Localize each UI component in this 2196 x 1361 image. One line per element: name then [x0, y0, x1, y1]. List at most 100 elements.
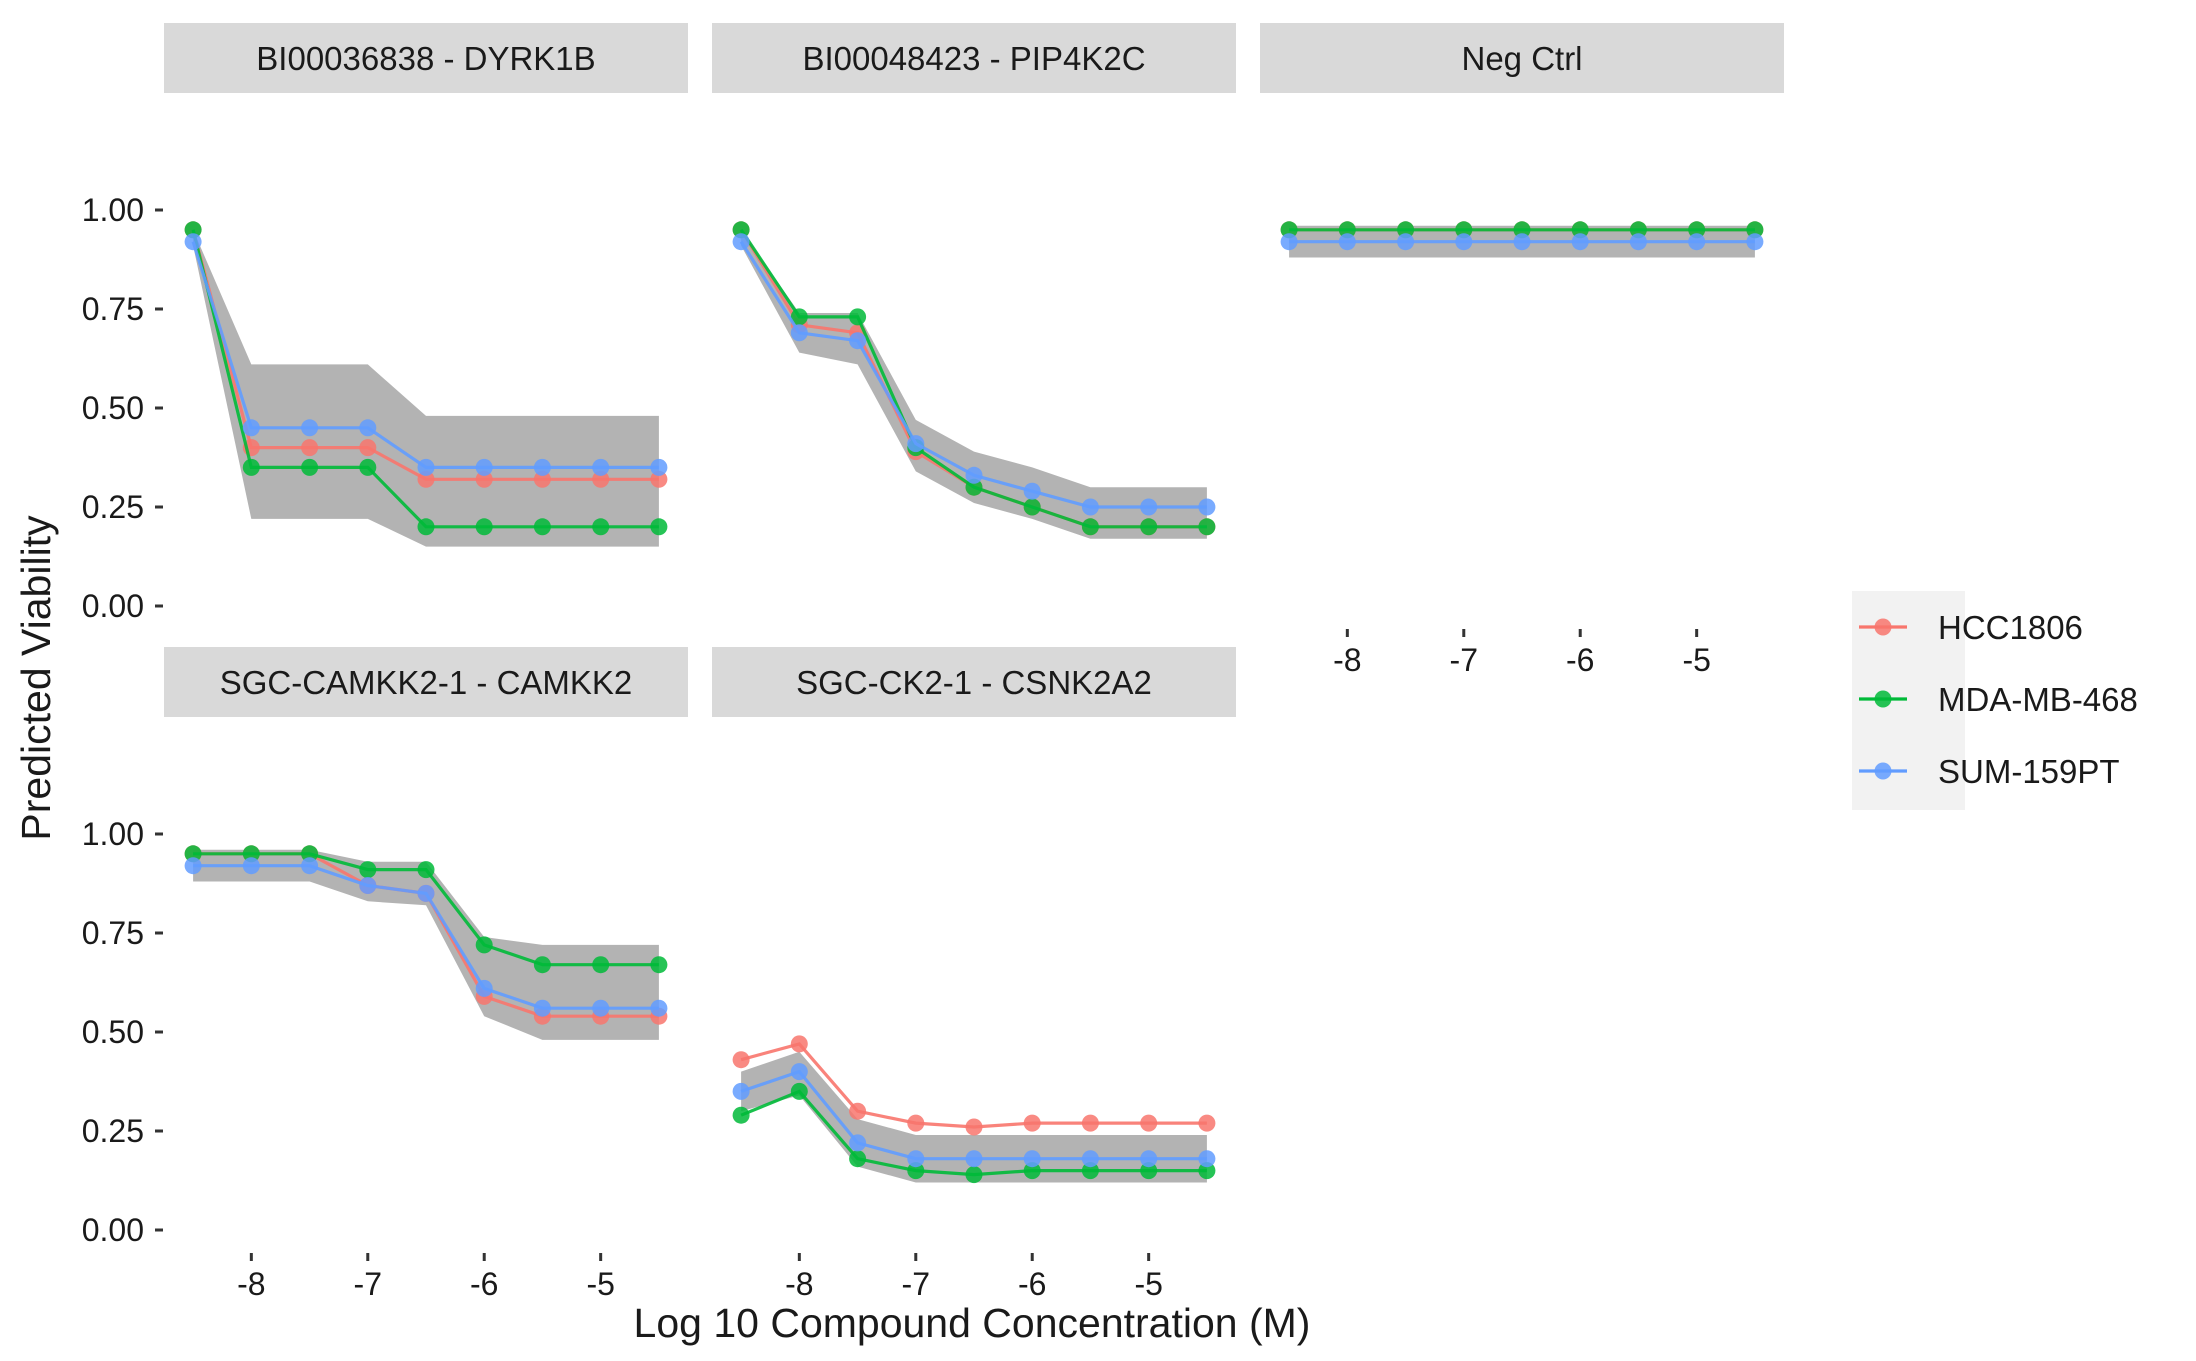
data-point-mda-mb-468	[790, 1082, 808, 1100]
data-point-sum-159pt	[242, 857, 260, 875]
x-tick-label: -6	[1566, 642, 1594, 678]
data-point-mda-mb-468	[592, 956, 610, 974]
data-point-hcc1806	[1023, 1114, 1041, 1132]
data-point-mda-mb-468	[475, 936, 493, 954]
data-point-mda-mb-468	[1081, 1162, 1099, 1180]
data-point-hcc1806	[732, 1051, 750, 1069]
data-point-hcc1806	[849, 1102, 867, 1120]
facet-panel: BI00036838 - DYRK1B	[164, 23, 688, 547]
facet-title: BI00036838 - DYRK1B	[256, 40, 595, 77]
confidence-ribbon	[193, 849, 659, 1040]
data-point-hcc1806	[533, 470, 551, 488]
facet-panel: SGC-CAMKK2-1 - CAMKK2	[164, 647, 688, 1040]
data-point-sum-159pt	[359, 877, 377, 894]
x-tick-label: -5	[586, 1266, 614, 1302]
x-tick-label: -7	[1450, 642, 1478, 678]
y-tick-label: 0.75	[82, 915, 144, 951]
data-point-sum-159pt	[1198, 498, 1216, 516]
data-point-hcc1806	[475, 470, 493, 488]
data-point-sum-159pt	[1688, 233, 1706, 251]
y-tick-label: 0.50	[82, 1014, 144, 1050]
data-point-mda-mb-468	[301, 845, 319, 863]
facet-title: SGC-CAMKK2-1 - CAMKK2	[220, 664, 633, 701]
data-point-hcc1806	[1140, 1114, 1158, 1132]
data-point-sum-159pt	[1081, 498, 1099, 516]
data-point-hcc1806	[359, 439, 377, 457]
legend: HCC1806 MDA-MB-468 SUM-159PT	[1852, 591, 2138, 810]
data-point-mda-mb-468	[650, 956, 668, 974]
data-point-mda-mb-468	[1198, 1162, 1216, 1180]
data-point-mda-mb-468	[242, 458, 260, 476]
data-point-mda-mb-468	[475, 518, 493, 536]
data-point-sum-159pt	[965, 466, 983, 484]
facet-panel: SGC-CK2-1 - CSNK2A2	[712, 647, 1236, 1184]
data-point-mda-mb-468	[1338, 221, 1356, 239]
data-point-sum-159pt	[1338, 233, 1356, 251]
data-point-mda-mb-468	[184, 845, 202, 863]
data-point-mda-mb-468	[650, 518, 668, 536]
data-point-sum-159pt	[533, 458, 551, 476]
y-tick-label: 0.75	[82, 291, 144, 327]
data-point-hcc1806	[907, 1114, 925, 1132]
facet-title: SGC-CK2-1 - CSNK2A2	[796, 664, 1152, 701]
axes-layer: 0.00 0.25 0.50 0.75 1.00 0.00 0.25 0.50 0.75 1.00…	[82, 192, 1711, 1302]
y-tick-label: 0.00	[82, 1212, 144, 1248]
data-point-mda-mb-468	[1455, 221, 1473, 239]
data-point-sum-159pt	[1198, 1150, 1216, 1168]
data-point-sum-159pt	[965, 1150, 983, 1168]
x-tick-label: -5	[1134, 1266, 1162, 1302]
x-tick-label: -5	[1682, 642, 1710, 678]
data-point-sum-159pt	[1140, 1150, 1158, 1168]
legend-entries: HCC1806 MDA-MB-468 SUM-159PT	[1859, 609, 2138, 790]
data-point-sum-159pt	[184, 233, 202, 251]
data-point-mda-mb-468	[849, 308, 867, 326]
data-point-hcc1806	[1198, 1114, 1216, 1132]
data-point-sum-159pt	[732, 233, 750, 251]
data-point-hcc1806	[790, 1035, 808, 1053]
y-tick-label: 0.00	[82, 588, 144, 624]
legend-label: MDA-MB-468	[1938, 681, 2138, 718]
data-point-sum-159pt	[1571, 233, 1589, 251]
data-point-hcc1806	[301, 439, 319, 457]
data-point-hcc1806	[650, 470, 668, 488]
data-point-mda-mb-468	[1023, 498, 1041, 516]
data-point-mda-mb-468	[907, 1162, 925, 1180]
facet-title: Neg Ctrl	[1461, 40, 1582, 77]
data-point-mda-mb-468	[184, 221, 202, 239]
data-point-mda-mb-468	[965, 478, 983, 496]
legend-key-point	[1874, 690, 1892, 708]
data-point-mda-mb-468	[1513, 221, 1531, 239]
confidence-ribbon	[193, 229, 659, 547]
data-point-sum-159pt	[1081, 1150, 1099, 1168]
data-point-sum-159pt	[417, 458, 435, 476]
data-point-mda-mb-468	[301, 458, 319, 476]
facet-strip	[164, 23, 688, 93]
data-point-sum-159pt	[1513, 233, 1531, 251]
data-point-mda-mb-468	[1140, 518, 1158, 536]
data-point-mda-mb-468	[417, 518, 435, 536]
data-point-sum-159pt	[417, 884, 435, 902]
data-point-sum-159pt	[359, 419, 377, 437]
data-point-mda-mb-468	[533, 956, 551, 974]
legend-label: HCC1806	[1938, 609, 2083, 646]
data-point-mda-mb-468	[849, 1150, 867, 1168]
data-point-hcc1806	[965, 1118, 983, 1136]
data-point-sum-159pt	[301, 857, 319, 875]
data-point-mda-mb-468	[533, 518, 551, 536]
data-point-sum-159pt	[1140, 498, 1158, 516]
x-tick-label: -8	[785, 1266, 813, 1302]
data-point-sum-159pt	[1455, 233, 1473, 251]
data-point-sum-159pt	[650, 458, 668, 476]
data-point-sum-159pt	[849, 332, 867, 350]
data-point-mda-mb-468	[965, 1166, 983, 1184]
facet-strip	[712, 647, 1236, 717]
data-point-sum-159pt	[1746, 233, 1764, 251]
data-point-sum-159pt	[184, 857, 202, 875]
data-point-mda-mb-468	[732, 1106, 750, 1124]
data-point-sum-159pt	[1023, 1150, 1041, 1168]
legend-key-point	[1874, 618, 1892, 636]
x-tick-label: -7	[902, 1266, 930, 1302]
data-point-sum-159pt	[907, 1150, 925, 1168]
data-point-mda-mb-468	[592, 518, 610, 536]
